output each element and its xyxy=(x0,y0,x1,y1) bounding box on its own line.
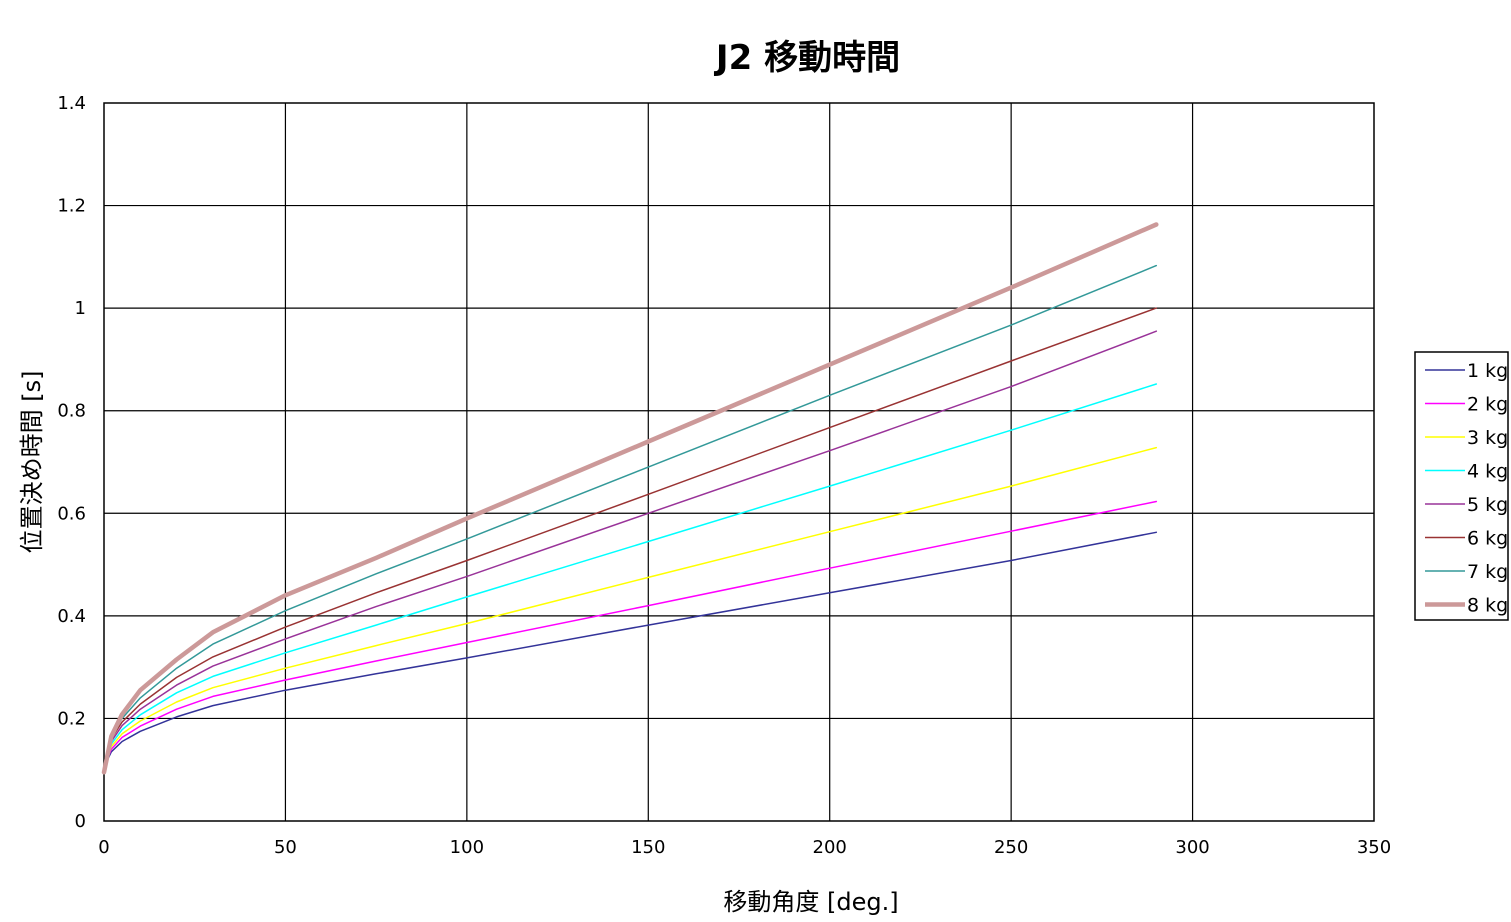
y-tick-label: 0.2 xyxy=(57,708,86,729)
y-tick-label: 0 xyxy=(75,811,86,832)
series-line-3 xyxy=(103,446,1158,768)
series-line-4 xyxy=(103,383,1158,768)
tick-labels: 0 50 100 150 200 250 300 350 0 0.2 0.4 0.6 0.8 1 1.2 1.… xyxy=(57,93,1391,858)
x-tick-label: 250 xyxy=(994,837,1028,858)
x-tick-label: 350 xyxy=(1357,837,1391,858)
legend-label: 6 kg xyxy=(1467,528,1508,550)
x-tick-label: 300 xyxy=(1175,837,1209,858)
legend-label: 3 kg xyxy=(1467,427,1508,449)
x-tick-label: 150 xyxy=(631,837,665,858)
legend-label: 1 kg xyxy=(1467,360,1508,382)
plot-area xyxy=(103,102,1375,822)
x-tick-label: 100 xyxy=(450,837,484,858)
y-tick-label: 1 xyxy=(75,298,86,319)
legend-label: 4 kg xyxy=(1467,461,1508,483)
legend-label: 5 kg xyxy=(1467,494,1508,516)
x-tick-label: 50 xyxy=(274,837,297,858)
y-tick-label: 0.8 xyxy=(57,401,86,422)
legend-box xyxy=(1414,351,1509,621)
x-axis-label: 移動角度 [deg.] xyxy=(723,888,898,916)
y-tick-label: 1.4 xyxy=(57,93,86,114)
series-group xyxy=(101,222,1159,775)
y-tick-label: 0.6 xyxy=(57,503,86,524)
x-tick-label: 0 xyxy=(98,837,109,858)
y-tick-label: 1.2 xyxy=(57,196,86,217)
series-line-8 xyxy=(101,222,1159,775)
legend-label: 7 kg xyxy=(1467,561,1508,583)
legend-label: 8 kg xyxy=(1467,595,1508,617)
y-axis-label: 位置決め時間 [s] xyxy=(18,371,46,554)
series-line-1 xyxy=(103,531,1158,768)
series-line-6 xyxy=(103,307,1158,768)
legend-label: 2 kg xyxy=(1467,394,1508,416)
series-line-2 xyxy=(103,500,1158,768)
x-tick-label: 200 xyxy=(813,837,847,858)
y-tick-label: 0.4 xyxy=(57,606,86,627)
series-line-5 xyxy=(103,330,1158,768)
series-line-7 xyxy=(103,264,1158,768)
chart-title: J2 移動時間 xyxy=(714,38,900,78)
legend: 1 kg 2 kg 3 kg 4 kg 5 kg 6 kg 7 kg 8 kg xyxy=(1414,351,1509,621)
grid xyxy=(104,103,1374,821)
